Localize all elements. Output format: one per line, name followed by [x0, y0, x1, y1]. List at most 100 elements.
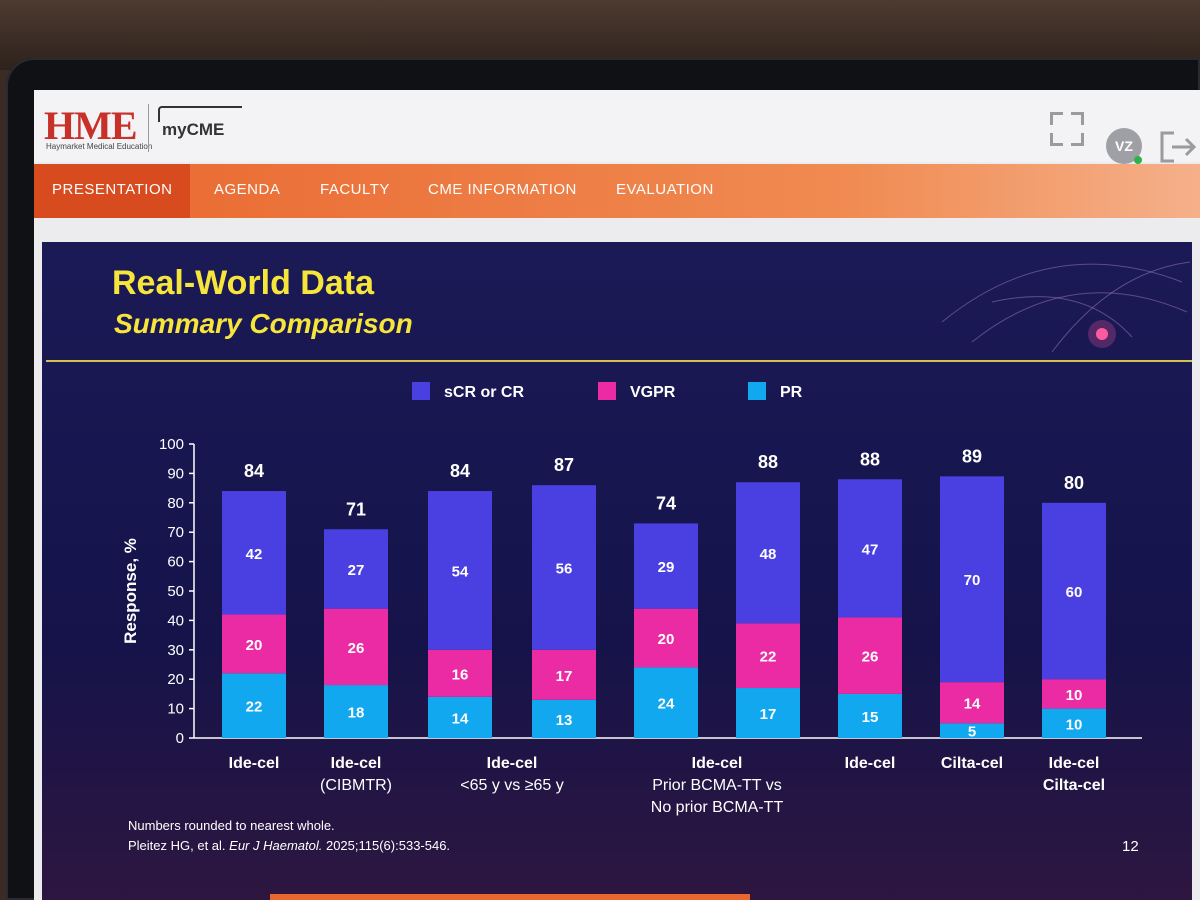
fullscreen-icon[interactable] — [1050, 112, 1084, 146]
y-tick-label: 100 — [159, 436, 184, 453]
legend-label-0: sCR or CR — [444, 384, 524, 401]
category-label: Ide-cel — [487, 755, 538, 772]
bottom-progress-strip — [270, 894, 750, 900]
y-tick-label: 60 — [167, 554, 184, 571]
category-label: Ide-cel — [331, 755, 382, 772]
category-label: Prior BCMA-TT vs — [652, 777, 781, 794]
bar-segment — [1042, 502, 1106, 680]
bar-value-label: 16 — [452, 666, 469, 683]
mycme-logo[interactable]: myCME — [162, 120, 225, 139]
title-divider — [46, 360, 1192, 362]
y-tick-label: 0 — [176, 730, 184, 747]
bar-value-label: 10 — [1066, 687, 1083, 704]
bar-segment — [1042, 679, 1106, 709]
app-header: HME Haymarket Medical Education myCME VZ — [34, 90, 1200, 164]
bar-value-label: 56 — [556, 560, 573, 577]
bar-value-label: 15 — [862, 709, 879, 726]
bar-segment — [736, 482, 800, 624]
bar-value-label: 5 — [968, 724, 976, 741]
legend-label-1: VGPR — [630, 384, 676, 401]
bar-segment — [634, 608, 698, 668]
bar-segment — [324, 685, 388, 738]
bar-segment — [428, 649, 492, 697]
y-tick-label: 10 — [167, 701, 184, 718]
slide-page-number: 12 — [1122, 838, 1139, 855]
slide-title: Real-World Data — [112, 264, 374, 302]
bar-segment — [940, 723, 1004, 738]
bar-total-label: 88 — [860, 449, 880, 469]
bar-value-label: 20 — [658, 631, 675, 648]
online-status-dot — [1134, 156, 1142, 164]
citation-authors: Pleitez HG, et al. — [128, 838, 230, 853]
bar-value-label: 24 — [658, 696, 675, 713]
bar-total-label: 87 — [554, 455, 574, 475]
y-tick-label: 20 — [167, 671, 184, 688]
citation-journal: Eur J Haematol. — [229, 838, 323, 853]
bar-segment — [532, 699, 596, 738]
category-label: Ide-cel — [692, 755, 743, 772]
nav-tab-agenda[interactable]: AGENDA — [214, 181, 281, 198]
bar-value-label: 14 — [452, 710, 469, 727]
bar-total-label: 89 — [962, 446, 982, 466]
bar-segment — [428, 696, 492, 738]
nav-tab-cme-information[interactable]: CME INFORMATION — [428, 181, 577, 198]
hme-logo[interactable]: HME — [44, 103, 138, 148]
bar-value-label: 48 — [760, 546, 777, 563]
bar-value-label: 47 — [862, 541, 879, 558]
hme-logo-subtitle: Haymarket Medical Education — [46, 142, 153, 151]
footnote-rounding: Numbers rounded to nearest whole. — [128, 818, 335, 833]
bar-total-label: 71 — [346, 499, 366, 519]
mycme-logo-bracket — [158, 106, 242, 122]
bar-value-label: 42 — [246, 546, 263, 563]
bar-segment — [222, 673, 286, 738]
bar-value-label: 70 — [964, 572, 981, 589]
bar-value-label: 18 — [348, 705, 365, 722]
legend-swatch-2 — [748, 382, 766, 400]
bar-segment — [532, 485, 596, 650]
citation: Pleitez HG, et al. Eur J Haematol. 2025;… — [128, 838, 450, 853]
bar-value-label: 60 — [1066, 584, 1083, 601]
bar-total-label: 80 — [1064, 473, 1084, 493]
bar-segment — [736, 623, 800, 689]
bar-total-label: 74 — [656, 493, 676, 513]
bar-value-label: 27 — [348, 562, 365, 579]
bar-total-label: 84 — [450, 461, 470, 481]
bar-segment — [634, 667, 698, 738]
stacked-bar-chart: sCR or CR VGPR PR 0 10 20 30 40 50 60 70 80 90 100 Res… — [121, 382, 1142, 816]
nav-tab-faculty[interactable]: FACULTY — [320, 181, 390, 198]
y-tick-label: 30 — [167, 642, 184, 659]
y-tick-label: 70 — [167, 524, 184, 541]
category-label: No prior BCMA-TT — [651, 799, 784, 816]
bar-value-label: 13 — [556, 712, 573, 729]
bar-segment — [532, 649, 596, 700]
bar-value-label: 54 — [452, 563, 469, 580]
citation-details: 2025;115(6):533-546. — [322, 838, 451, 853]
nav-tab-evaluation[interactable]: EVALUATION — [616, 181, 714, 198]
bar-value-label: 22 — [760, 649, 777, 666]
bar-value-label: 22 — [246, 699, 263, 716]
y-axis-title: Response, % — [121, 538, 140, 644]
bar-segment — [838, 693, 902, 738]
category-label: Ide-cel — [845, 755, 896, 772]
logout-icon[interactable] — [1158, 130, 1198, 168]
legend-swatch-0 — [412, 382, 430, 400]
bar-segment — [428, 491, 492, 650]
app-screen: HME Haymarket Medical Education myCME VZ… — [34, 90, 1200, 900]
bar-total-label: 88 — [758, 452, 778, 472]
bar-value-label: 10 — [1066, 716, 1083, 733]
y-tick-label: 40 — [167, 612, 184, 629]
slide-subtitle: Summary Comparison — [114, 308, 413, 339]
bar-segment — [736, 688, 800, 738]
bar-value-label: 26 — [348, 640, 365, 657]
nav-tab-presentation[interactable]: PRESENTATION — [34, 164, 191, 218]
bar-segment — [324, 608, 388, 686]
bar-segment — [940, 476, 1004, 683]
bar-segment — [222, 491, 286, 615]
y-tick-label: 50 — [167, 583, 184, 600]
bar-total-label: 84 — [244, 461, 264, 481]
bar-segment — [838, 479, 902, 618]
network-decoration — [941, 261, 1191, 353]
category-label: (CIBMTR) — [320, 777, 392, 794]
main-nav: PRESENTATION AGENDA FACULTY CME INFORMAT… — [34, 164, 1200, 218]
bar-segment — [324, 529, 388, 609]
